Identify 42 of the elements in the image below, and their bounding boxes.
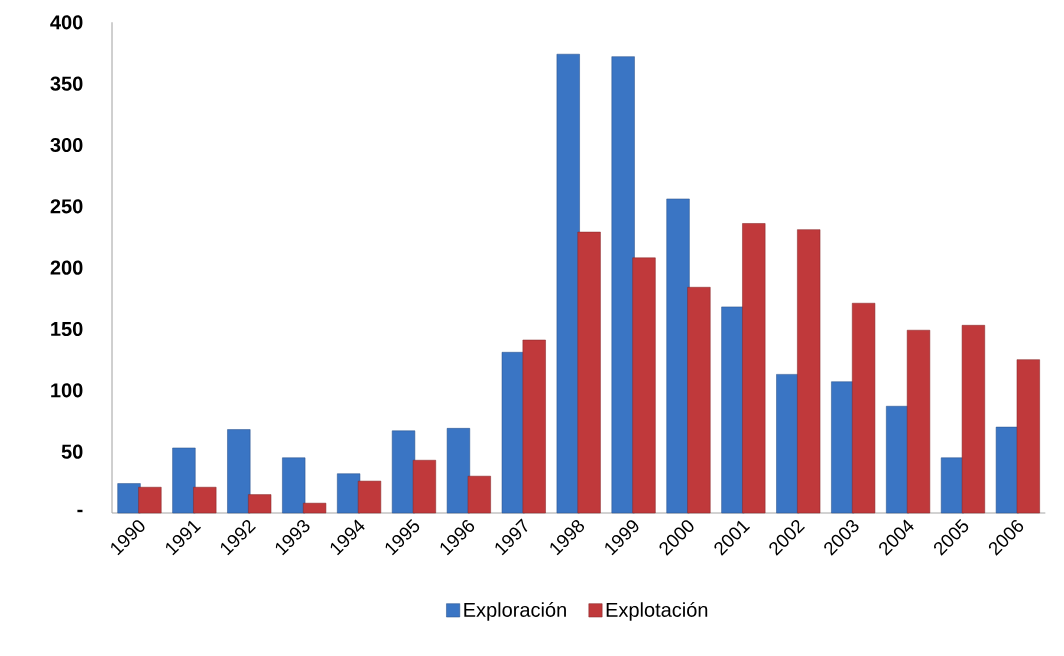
bar — [776, 374, 800, 514]
bar — [117, 483, 141, 514]
bar — [961, 325, 986, 514]
bar — [138, 486, 162, 514]
bar — [282, 457, 306, 514]
y-tick-label: 250 — [50, 199, 83, 214]
bar — [742, 223, 766, 514]
bar — [248, 494, 272, 514]
y-tick-label: - — [77, 509, 83, 513]
bar — [611, 56, 635, 514]
bar — [797, 229, 821, 514]
y-tick-label: 400 — [50, 15, 83, 30]
bar — [172, 447, 196, 514]
bar — [193, 486, 217, 514]
bar — [906, 329, 931, 514]
y-tick-label: 50 — [61, 444, 83, 459]
y-tick-label: 150 — [51, 321, 83, 337]
bar — [467, 475, 491, 514]
bar — [522, 339, 546, 514]
bar — [831, 381, 855, 514]
y-tick-label: 100 — [51, 383, 83, 398]
bar — [446, 428, 471, 514]
bar — [721, 306, 745, 514]
bar — [886, 405, 910, 514]
bar — [337, 473, 361, 514]
bar — [391, 430, 416, 514]
bar — [632, 257, 656, 514]
legend-label: Explotación — [606, 602, 708, 621]
bar — [852, 302, 876, 514]
bar — [1016, 359, 1040, 514]
y-tick-label: 200 — [50, 260, 83, 275]
legend-label: Exploración — [464, 602, 566, 621]
bar — [227, 429, 251, 514]
bar — [412, 459, 436, 514]
bar — [302, 502, 327, 514]
y-tick-label: 350 — [50, 76, 83, 91]
bar — [577, 231, 601, 514]
bar — [666, 198, 690, 514]
y-tick-label: 300 — [50, 137, 83, 153]
bar — [556, 53, 580, 514]
bar — [357, 480, 382, 514]
bar — [687, 287, 711, 514]
